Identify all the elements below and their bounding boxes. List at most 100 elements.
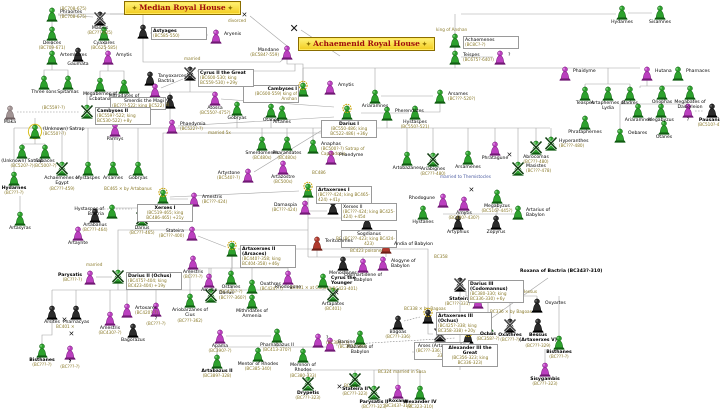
person-icon-phaedymia-29[interactable] [165,119,179,134]
person-icon-megabyzus-84[interactable] [490,189,504,204]
person-icon-anaphas-57[interactable] [306,139,320,154]
person-icon-apama-119[interactable] [213,329,227,344]
person-icon-otanes-54[interactable] [264,103,278,118]
person-icon-alogyne-of-babylon-96[interactable] [376,256,390,271]
person-icon-three-sons-9[interactable] [37,75,51,90]
person-icon-bagoas-128[interactable] [391,315,405,330]
person-icon-pharandates-56[interactable] [280,136,294,151]
person-icon-rhodogune-116[interactable] [281,270,295,285]
person-icon-cambyses-ii-30[interactable] [80,104,94,119]
person-icon-aryenis-5[interactable] [209,29,223,44]
person-icon-spitamas-10[interactable] [61,75,75,90]
person-icon-unknown-satrap-32[interactable] [27,123,43,140]
person-icon-ochus-132[interactable] [481,317,495,332]
person-icon-person-46[interactable] [681,103,695,118]
person-icon-artabazus-ii-122[interactable] [210,354,224,369]
person-icon-artaxerxes-ii-arsaces-107[interactable] [225,240,239,257]
person-icon-ariabignes-63[interactable] [426,152,440,167]
person-icon-pharnabazus-ii-120[interactable] [270,328,284,343]
person-icon-tanyoxarces-of-bactria-13[interactable] [143,71,157,86]
person-icon-artazostre-59[interactable] [276,160,290,175]
person-icon-person-121[interactable] [311,333,325,348]
person-icon-smerdis-the-magi-26[interactable] [163,94,177,109]
person-icon-teispes-16[interactable] [448,50,462,65]
person-icon-hutana-40[interactable] [640,66,654,81]
person-icon-hystaspes-70[interactable] [81,161,95,176]
person-icon-mandane-14[interactable] [280,45,294,60]
person-icon-person-17[interactable] [493,50,507,65]
person-icon-xerxes-ii-90[interactable] [326,200,340,215]
person-icon-achaemenes-of-egypt-69[interactable] [55,161,69,176]
person-icon-amestris-76[interactable] [187,192,201,207]
person-icon-amytis-21[interactable] [323,80,337,95]
person-icon-artoxares-102[interactable] [120,303,134,318]
person-icon-hydarnes-73[interactable] [7,171,21,186]
person-icon-person-103[interactable] [149,302,163,317]
person-icon-artobazanes-62[interactable] [400,151,414,166]
person-icon-person-106[interactable] [63,345,77,360]
person-icon-darius-115[interactable] [204,288,218,303]
person-icon-madius-1[interactable] [93,11,107,26]
person-icon-abrocomas-66[interactable] [529,140,543,155]
person-icon-darius-ii-ochus-98[interactable] [111,269,125,284]
person-icon-phratagune-65[interactable] [488,141,502,156]
person-icon-onophas-42[interactable] [655,85,669,100]
person-icon-artystone-60[interactable] [241,168,255,183]
person-icon-phrataphernes-48[interactable] [578,115,592,130]
person-icon-hystanes-87[interactable] [416,205,430,220]
person-icon-arsames-71[interactable] [106,161,120,176]
person-icon-oxathres-133[interactable] [503,318,517,333]
person-icon-artabanus-77[interactable] [88,208,102,223]
person-icon-sabaces-34[interactable] [38,144,52,159]
person-icon-sisamnes-52[interactable] [653,5,667,20]
person-icon-amytis-110[interactable] [202,273,216,288]
person-icon-xerxes-i-75[interactable] [156,187,170,204]
person-icon-artaynte-80[interactable] [71,226,85,241]
person-icon-phaidyme-36[interactable] [558,66,572,81]
person-icon-menostanes-94[interactable] [336,256,350,271]
person-icon-cyrus-ii-the-great-19[interactable] [183,66,197,81]
person-icon-artapates-118[interactable] [326,287,340,302]
person-icon-stateira-ii-139[interactable] [348,372,362,387]
person-icon-ariaramnes-44[interactable] [631,103,645,118]
person-icon-mitradates-of-ecbatana-12[interactable] [117,79,131,94]
person-icon-artarius-of-babylon-81[interactable] [511,205,525,220]
person-icon-rhodogune-82[interactable] [436,193,450,208]
person-icon-pharnaces-41[interactable] [671,66,685,81]
person-icon-andia-of-babylon-93[interactable] [379,239,393,254]
person-icon-hystaspes-24[interactable] [408,105,422,120]
person-icon-terituchmes-92[interactable] [310,236,324,251]
person-icon-ostanes-111[interactable] [224,270,238,285]
person-icon-parysatis-97[interactable] [83,270,97,285]
person-icon-stateira-108[interactable] [185,226,199,241]
person-icon-artasyras-74[interactable] [13,211,27,226]
person-icon-megabates-of-daskyleion-43[interactable] [683,85,697,100]
person-icon-stateira-129[interactable] [471,294,485,309]
person-icon-smerdomenes-55[interactable] [255,136,269,151]
person-icon-darius-iii-codomannus-130[interactable] [453,277,467,292]
person-icon-barsine-125[interactable] [323,337,337,352]
person-icon-arsites-99[interactable] [45,305,59,320]
person-icon-atossa-27[interactable] [208,91,222,106]
person-icon-sogdianus-91[interactable] [360,215,374,230]
person-icon-cambyses-i-18[interactable] [296,80,310,97]
person-icon-hystaspes-of-bactria-79[interactable] [105,204,119,219]
person-icon-bagorazus-104[interactable] [126,323,140,338]
person-icon-achaemenes-15[interactable] [448,33,462,48]
person-icon-alexander-iv-143[interactable] [413,385,427,400]
person-icon-mithridates-of-armenia-113[interactable] [245,294,259,309]
person-icon-amestris-109[interactable] [186,255,200,270]
person-icon-amytis-8[interactable] [101,50,115,65]
person-icon-artaxerxes-i-88[interactable] [301,181,315,198]
person-icon-mazaeus-of-babylon-137[interactable] [353,330,367,345]
person-icon-artembares-6[interactable] [45,50,59,65]
person-icon-amytis-83[interactable] [457,196,471,211]
person-icon-cyaxares-3[interactable] [97,26,111,41]
person-icon-bisthanes-105[interactable] [35,343,49,358]
person-icon-phaedyme-58[interactable] [324,150,338,165]
person-icon-teaspes-37[interactable] [578,86,592,101]
person-icon-arsames-23[interactable] [433,89,447,104]
person-icon-ariaramnes-22[interactable] [368,89,382,104]
person-icon-megabernes-of-ecbatana-11[interactable] [93,77,107,92]
person-icon-astyages-4[interactable] [136,24,150,39]
